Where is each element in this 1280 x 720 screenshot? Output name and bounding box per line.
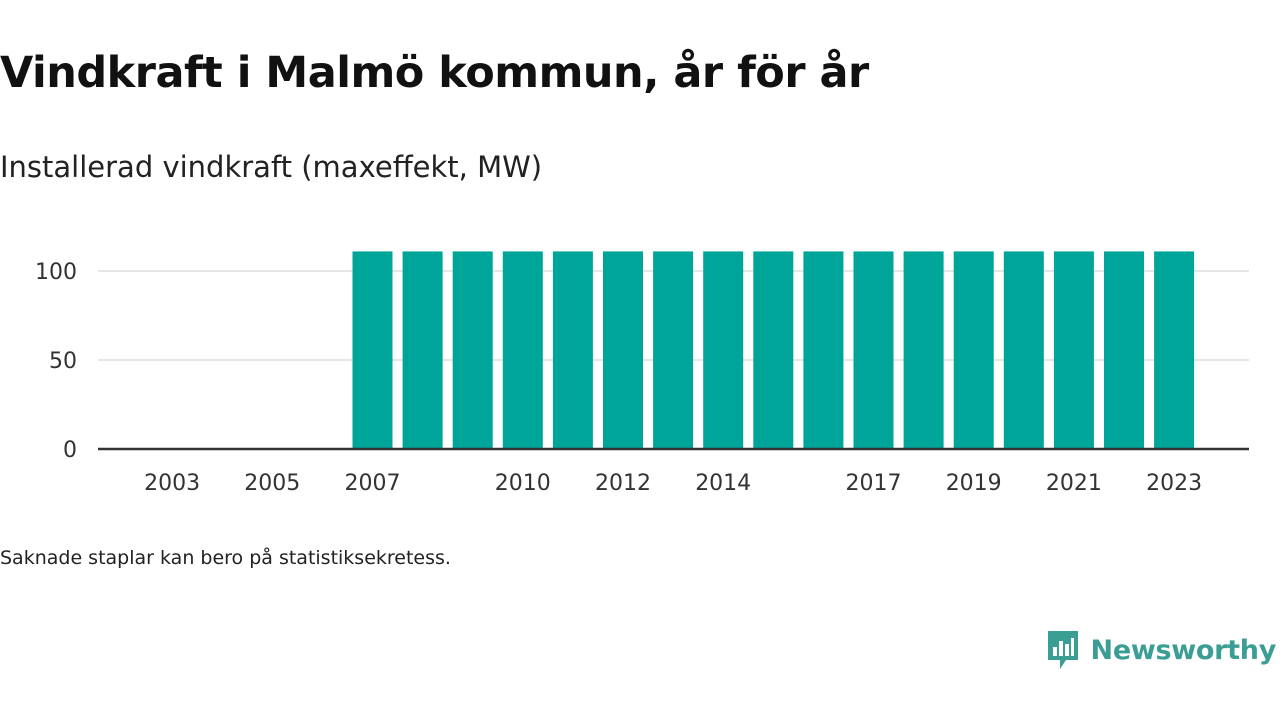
x-tick-label: 2010 — [495, 471, 551, 496]
x-tick-label: 2005 — [244, 471, 300, 496]
bar-2014 — [703, 251, 744, 449]
x-tick-label: 2007 — [345, 471, 401, 496]
bar-2013 — [653, 251, 694, 449]
newsworthy-logo-icon — [1047, 631, 1078, 669]
bar-2022 — [1104, 251, 1144, 449]
bar-chart: 0 50 100 2003 2005 2007 2010 2012 2014 2017 2019 20… — [35, 251, 1249, 496]
bar-2016 — [803, 251, 844, 449]
x-tick-label: 2017 — [846, 471, 902, 496]
bar-2015 — [753, 251, 794, 449]
x-tick-label: 2023 — [1146, 471, 1202, 496]
bar-2020 — [1003, 251, 1044, 449]
bar-2012 — [603, 251, 643, 449]
y-tick-label: 50 — [49, 349, 77, 374]
bar-2018 — [903, 251, 944, 449]
bar-2021 — [1053, 251, 1094, 449]
bar-2019 — [953, 251, 994, 449]
y-tick-label: 0 — [63, 438, 77, 463]
bar-2010 — [502, 251, 543, 449]
footnote: Saknade staplar kan bero på statistiksek… — [0, 547, 451, 569]
x-tick-label: 2012 — [595, 471, 651, 496]
bar-2023 — [1154, 251, 1195, 449]
chart-subtitle: Installerad vindkraft (maxeffekt, MW) — [0, 150, 543, 184]
brand-name: Newsworthy — [1090, 634, 1277, 666]
y-tick-label: 100 — [35, 260, 77, 285]
chart-title: Vindkraft i Malmö kommun, år för år — [0, 48, 869, 98]
tick-labels: 0 50 100 2003 2005 2007 2010 2012 2014 2017 2019 20… — [35, 260, 1202, 496]
brand-logo: Newsworthy — [1045, 628, 1276, 672]
bar-2008 — [402, 251, 443, 449]
x-tick-label: 2019 — [946, 471, 1002, 496]
bar-2009 — [452, 251, 493, 449]
x-tick-label: 2014 — [695, 471, 751, 496]
bar-2007 — [352, 251, 393, 449]
bars — [152, 251, 1195, 449]
bar-2017 — [853, 251, 894, 449]
x-tick-label: 2003 — [144, 471, 200, 496]
x-tick-label: 2021 — [1046, 471, 1102, 496]
bar-2011 — [552, 251, 593, 449]
